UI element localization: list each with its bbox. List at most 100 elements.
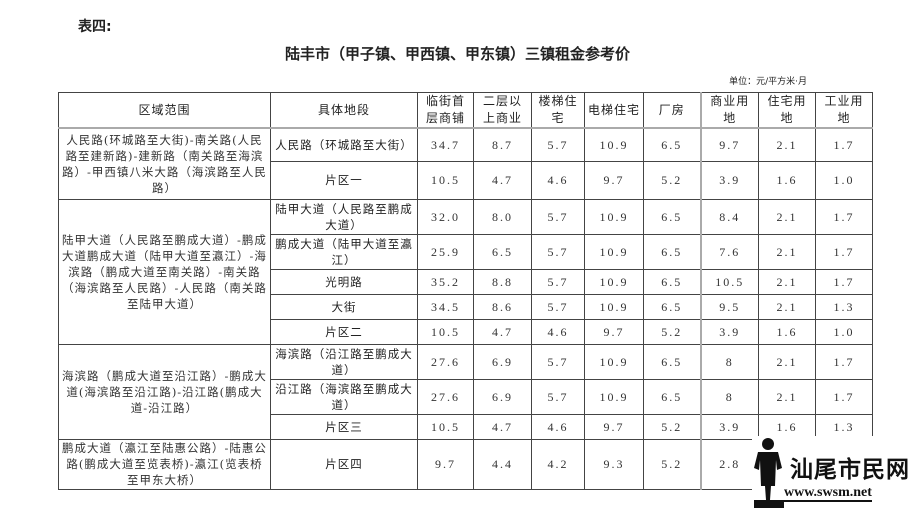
segment-cell: 人民路（环城路至大街） — [270, 127, 418, 162]
value-cell: 10.9 — [584, 233, 644, 270]
value-cell: 5.7 — [531, 268, 585, 295]
area-cell: 海滨路（鹏成大道至沿江路）-鹏成大道(海滨路至沿江路)-沿江路(鹏成大道-沿江路… — [58, 343, 271, 440]
value-cell: 9.7 — [584, 160, 644, 200]
value-cell: 1.0 — [815, 318, 873, 345]
value-cell: 4.6 — [531, 160, 585, 200]
value-cell: 10.9 — [584, 293, 644, 320]
watermark-name: 汕尾市民网 — [790, 456, 910, 483]
segment-cell: 大街 — [270, 293, 418, 320]
value-cell: 8.8 — [473, 268, 532, 295]
value-cell: 10.9 — [584, 198, 644, 235]
value-cell: 1.6 — [758, 318, 816, 345]
value-cell: 6.9 — [473, 343, 532, 380]
value-cell: 5.7 — [531, 127, 585, 162]
table-row: 人民路(环城路至大街)-南关路(人民路至建新路)-建新路（南关路至海滨路）-甲西… — [58, 127, 873, 200]
value-cell: 2.1 — [758, 198, 816, 235]
value-cell: 1.7 — [815, 343, 873, 380]
value-cell: 10.5 — [699, 268, 759, 295]
value-cell: 1.3 — [815, 293, 873, 320]
segment-cell: 片区二 — [270, 318, 418, 345]
value-cell: 1.7 — [815, 233, 873, 270]
value-cell: 8.6 — [473, 293, 532, 320]
value-cell: 7.6 — [699, 233, 759, 270]
value-cell: 4.7 — [473, 413, 532, 440]
value-cell: 9.7 — [584, 318, 644, 345]
value-cell: 10.9 — [584, 268, 644, 295]
value-cell: 3.9 — [699, 160, 759, 200]
value-cell: 5.7 — [531, 343, 585, 380]
value-cell: 6.5 — [643, 378, 701, 415]
value-cell: 5.2 — [643, 438, 701, 490]
value-cell: 34.7 — [417, 127, 474, 162]
value-cell: 1.7 — [815, 198, 873, 235]
header-commercial-land: 商业用地 — [699, 92, 759, 129]
segment-cell: 海滨路（沿江路至鹏成大道） — [270, 343, 418, 380]
value-cell: 6.9 — [473, 378, 532, 415]
table-row: 片区三 10.5 4.7 4.6 9.7 5.2 3.9 1.6 1.3 — [59, 413, 873, 440]
segment-cell: 片区一 — [270, 160, 418, 200]
header-row: 区域范围 具体地段 临街首层商铺 二层以上商业 楼梯住宅 电梯住宅 厂房 商业用… — [58, 92, 873, 129]
table-row: 光明路 35.2 8.8 5.7 10.9 6.5 10.5 2.1 1.7 — [59, 268, 873, 295]
value-cell: 5.2 — [643, 413, 701, 440]
value-cell: 9.7 — [699, 127, 759, 162]
value-cell: 1.3 — [815, 413, 873, 440]
segment-cell: 沿江路（海滨路至鹏成大道） — [270, 378, 418, 415]
value-cell: 4.7 — [473, 160, 532, 200]
value-cell: 10.9 — [584, 343, 644, 380]
value-cell: 5.2 — [643, 318, 701, 345]
value-cell: 9.7 — [584, 413, 644, 440]
value-cell: 6.5 — [473, 233, 532, 270]
area-cell: 陆甲大道（人民路至鹏成大道）-鹏成大道鹏成大道（陆甲大道至瀛江）-海滨路（鹏成大… — [58, 198, 271, 345]
value-cell: 1.6 — [758, 160, 816, 200]
table-label: 表四: — [78, 19, 112, 35]
value-cell: 10.5 — [417, 160, 474, 200]
value-cell: 9.3 — [584, 438, 644, 490]
value-cell: 4.2 — [531, 438, 585, 490]
table-row: 海滨路（鹏成大道至沿江路）-鹏成大道(海滨路至沿江路)-沿江路(鹏成大道-沿江路… — [58, 343, 873, 440]
watermark-logo: 汕尾市民网 www.swsm.net — [752, 436, 915, 508]
value-cell: 4.6 — [531, 318, 585, 345]
value-cell: 6.5 — [643, 343, 701, 380]
value-cell: 6.5 — [643, 198, 701, 235]
value-cell: 8.4 — [699, 198, 759, 235]
value-cell: 1.7 — [815, 268, 873, 295]
header-stair-residential: 楼梯住宅 — [531, 92, 585, 129]
table-row: 大街 34.5 8.6 5.7 10.9 6.5 9.5 2.1 1.3 — [59, 293, 873, 320]
value-cell: 2.1 — [758, 293, 816, 320]
value-cell: 32.0 — [417, 198, 474, 235]
watermark-url: www.swsm.net — [784, 485, 872, 502]
segment-cell: 片区四 — [270, 438, 418, 490]
person-silhouette-icon — [754, 438, 784, 508]
area-cell: 鹏成大道（瀛江至陆惠公路）-陆惠公路(鹏成大道至览表桥)-瀛江(览表桥至甲东大桥… — [58, 438, 271, 490]
area-cell: 人民路(环城路至大街)-南关路(人民路至建新路)-建新路（南关路至海滨路）-甲西… — [58, 127, 271, 200]
value-cell: 2.1 — [758, 268, 816, 295]
value-cell: 6.5 — [643, 127, 701, 162]
value-cell: 3.9 — [699, 318, 759, 345]
rent-table: 区域范围 具体地段 临街首层商铺 二层以上商业 楼梯住宅 电梯住宅 厂房 商业用… — [58, 92, 873, 490]
value-cell: 5.7 — [531, 233, 585, 270]
value-cell: 10.5 — [417, 413, 474, 440]
table-row: 陆甲大道（人民路至鹏成大道）-鹏成大道鹏成大道（陆甲大道至瀛江）-海滨路（鹏成大… — [58, 198, 873, 345]
table-row: 沿江路（海滨路至鹏成大道） 27.6 6.9 5.7 10.9 6.5 8 2.1 1.7 — [59, 378, 873, 415]
value-cell: 9.7 — [417, 438, 474, 490]
value-cell: 6.5 — [643, 268, 701, 295]
table-row: 片区一 10.5 4.7 4.6 9.7 5.2 3.9 1.6 1.0 — [59, 160, 873, 200]
header-segment: 具体地段 — [270, 92, 418, 129]
header-residential-land: 住宅用地 — [758, 92, 816, 129]
segment-cell: 片区三 — [270, 413, 418, 440]
table-row: 鹏成大道（瀛江至陆惠公路）-陆惠公路(鹏成大道至览表桥)-瀛江(览表桥至甲东大桥… — [58, 438, 873, 490]
value-cell: 5.7 — [531, 378, 585, 415]
value-cell: 5.2 — [643, 160, 701, 200]
value-cell: 25.9 — [417, 233, 474, 270]
value-cell: 6.5 — [643, 233, 701, 270]
value-cell: 1.0 — [815, 160, 873, 200]
value-cell: 8.0 — [473, 198, 532, 235]
value-cell: 2.1 — [758, 233, 816, 270]
value-cell: 34.5 — [417, 293, 474, 320]
header-upper-commercial: 二层以上商业 — [473, 92, 532, 129]
value-cell: 5.7 — [531, 293, 585, 320]
value-cell: 6.5 — [643, 293, 701, 320]
value-cell: 2.1 — [758, 378, 816, 415]
value-cell: 1.7 — [815, 127, 873, 162]
value-cell: 10.5 — [417, 318, 474, 345]
